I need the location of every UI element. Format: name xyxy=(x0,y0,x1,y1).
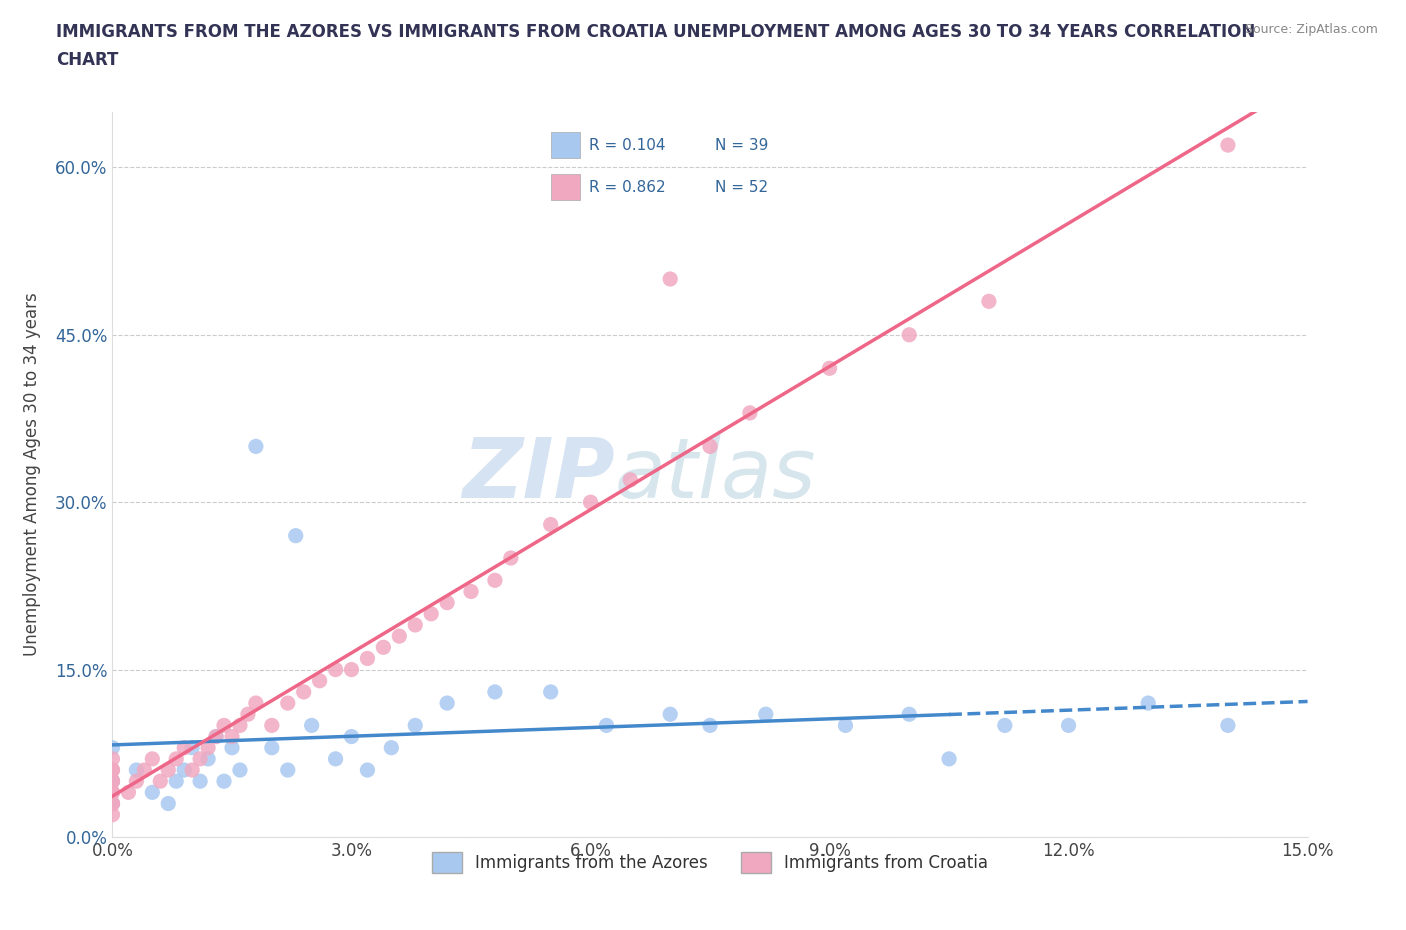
Point xyxy=(340,662,363,677)
Point xyxy=(277,763,299,777)
Legend: Immigrants from the Azores, Immigrants from Croatia: Immigrants from the Azores, Immigrants f… xyxy=(425,845,995,880)
Point xyxy=(212,774,235,789)
Point xyxy=(301,718,323,733)
Point xyxy=(101,785,124,800)
Point xyxy=(1216,718,1239,733)
Point xyxy=(436,696,458,711)
Point xyxy=(221,729,243,744)
Point xyxy=(125,763,148,777)
Point xyxy=(165,751,187,766)
Point xyxy=(245,696,267,711)
Point xyxy=(101,796,124,811)
Point xyxy=(1137,696,1160,711)
Point xyxy=(101,763,124,777)
Point xyxy=(540,517,562,532)
Point xyxy=(181,763,204,777)
Text: ZIP: ZIP xyxy=(461,433,614,515)
Point xyxy=(157,763,180,777)
Point xyxy=(165,774,187,789)
Point xyxy=(380,740,402,755)
Point xyxy=(181,740,204,755)
Text: IMMIGRANTS FROM THE AZORES VS IMMIGRANTS FROM CROATIA UNEMPLOYMENT AMONG AGES 30: IMMIGRANTS FROM THE AZORES VS IMMIGRANTS… xyxy=(56,23,1256,41)
Point xyxy=(308,673,330,688)
Point xyxy=(738,405,761,420)
Point xyxy=(420,606,443,621)
Point xyxy=(197,751,219,766)
Point xyxy=(938,751,960,766)
Point xyxy=(236,707,259,722)
Point xyxy=(818,361,841,376)
Point xyxy=(188,751,211,766)
Point xyxy=(579,495,602,510)
Point xyxy=(699,718,721,733)
Point xyxy=(101,785,124,800)
Point xyxy=(325,662,347,677)
Point xyxy=(229,763,252,777)
Point xyxy=(540,684,562,699)
Point xyxy=(101,774,124,789)
Point xyxy=(149,774,172,789)
Point xyxy=(229,718,252,733)
Point xyxy=(157,796,180,811)
Point xyxy=(699,439,721,454)
Point xyxy=(388,629,411,644)
Point xyxy=(197,740,219,755)
Point xyxy=(212,718,235,733)
Point xyxy=(595,718,617,733)
Point xyxy=(101,796,124,811)
Point xyxy=(277,696,299,711)
Point xyxy=(325,751,347,766)
Point xyxy=(460,584,482,599)
Point xyxy=(260,718,283,733)
Point xyxy=(977,294,1000,309)
Point xyxy=(356,651,378,666)
Point xyxy=(141,785,163,800)
Point xyxy=(101,763,124,777)
Point xyxy=(134,763,156,777)
Point xyxy=(173,763,195,777)
Point xyxy=(173,740,195,755)
Point xyxy=(484,684,506,699)
Text: CHART: CHART xyxy=(56,51,118,69)
Point xyxy=(101,751,124,766)
Point xyxy=(404,718,426,733)
Point xyxy=(898,707,921,722)
Point xyxy=(755,707,778,722)
Point xyxy=(205,729,228,744)
Point xyxy=(205,729,228,744)
Point xyxy=(484,573,506,588)
Text: atlas: atlas xyxy=(614,433,815,515)
Point xyxy=(117,785,139,800)
Point xyxy=(404,618,426,632)
Point xyxy=(284,528,307,543)
Point xyxy=(292,684,315,699)
Y-axis label: Unemployment Among Ages 30 to 34 years: Unemployment Among Ages 30 to 34 years xyxy=(24,292,41,657)
Point xyxy=(101,774,124,789)
Point xyxy=(659,272,682,286)
Point xyxy=(436,595,458,610)
Point xyxy=(221,740,243,755)
Point xyxy=(101,774,124,789)
Point xyxy=(260,740,283,755)
Point xyxy=(898,327,921,342)
Point xyxy=(101,807,124,822)
Point xyxy=(1057,718,1080,733)
Point xyxy=(834,718,856,733)
Point xyxy=(373,640,395,655)
Point xyxy=(101,740,124,755)
Point xyxy=(141,751,163,766)
Point xyxy=(188,774,211,789)
Text: Source: ZipAtlas.com: Source: ZipAtlas.com xyxy=(1244,23,1378,36)
Point xyxy=(245,439,267,454)
Point xyxy=(340,729,363,744)
Point xyxy=(619,472,641,487)
Point xyxy=(101,796,124,811)
Point xyxy=(125,774,148,789)
Point xyxy=(499,551,522,565)
Point xyxy=(356,763,378,777)
Point xyxy=(659,707,682,722)
Point xyxy=(1216,138,1239,153)
Point xyxy=(994,718,1017,733)
